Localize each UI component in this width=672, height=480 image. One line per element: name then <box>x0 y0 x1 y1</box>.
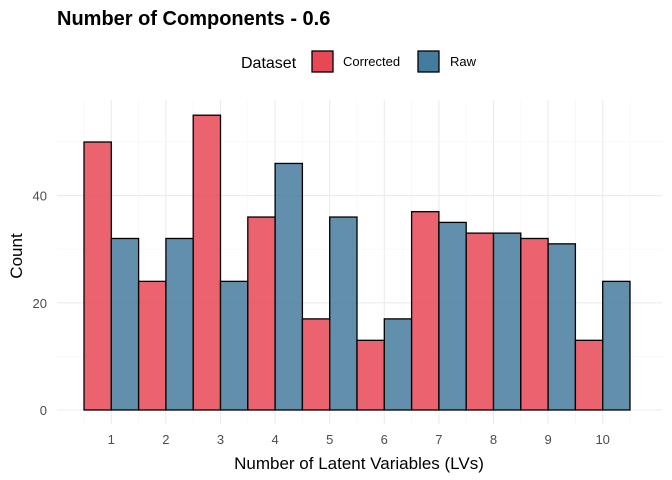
legend-label-raw: Raw <box>450 54 477 69</box>
bar-corrected-6 <box>356 339 385 411</box>
bar-raw-6 <box>383 318 413 411</box>
bar-corrected-2 <box>137 280 167 411</box>
bar-corrected-10 <box>574 339 604 411</box>
x-tick-label: 5 <box>326 432 333 447</box>
x-tick-label: 8 <box>490 432 497 447</box>
x-axis-title: Number of Latent Variables (LVs) <box>234 454 484 473</box>
bar-corrected-3 <box>192 114 222 411</box>
bar-raw-4 <box>274 162 304 411</box>
x-tick-label: 4 <box>271 432 278 447</box>
x-tick-label: 10 <box>595 432 609 447</box>
bar-raw-1 <box>110 237 140 411</box>
y-tick-label: 0 <box>40 403 47 418</box>
bar-corrected-4 <box>247 216 276 411</box>
bar-raw-5 <box>329 216 358 411</box>
x-tick-label: 7 <box>435 432 442 447</box>
bar-corrected-9 <box>520 237 549 411</box>
bar-raw-3 <box>219 280 249 411</box>
x-tick-label: 1 <box>108 432 115 447</box>
legend-swatch-raw <box>417 50 440 73</box>
bar-raw-7 <box>438 221 467 411</box>
y-tick-labels: 0 20 40 <box>33 189 47 418</box>
chart-title: Number of Components - 0.6 <box>57 8 330 30</box>
legend-label-corrected: Corrected <box>343 54 400 69</box>
legend-title: Dataset <box>241 55 297 72</box>
bar-corrected-8 <box>465 232 495 411</box>
x-tick-label: 3 <box>217 432 224 447</box>
y-axis-title: Count <box>7 233 26 279</box>
legend-swatch-corrected <box>311 50 334 73</box>
bar-corrected-7 <box>410 211 440 411</box>
x-tick-labels: 1 2 3 4 5 6 7 8 9 10 <box>108 432 610 447</box>
legend: Dataset Corrected Raw <box>241 50 477 73</box>
x-tick-label: 9 <box>544 432 551 447</box>
bars <box>83 114 631 411</box>
bar-raw-8 <box>492 232 522 411</box>
bar-corrected-1 <box>83 141 112 411</box>
x-tick-label: 6 <box>381 432 388 447</box>
bar-raw-2 <box>165 237 194 411</box>
bar-raw-10 <box>602 280 631 411</box>
bar-corrected-5 <box>301 318 331 411</box>
y-tick-label: 40 <box>33 189 47 204</box>
bar-raw-9 <box>547 243 577 411</box>
x-tick-label: 2 <box>162 432 169 447</box>
y-tick-label: 20 <box>33 296 47 311</box>
